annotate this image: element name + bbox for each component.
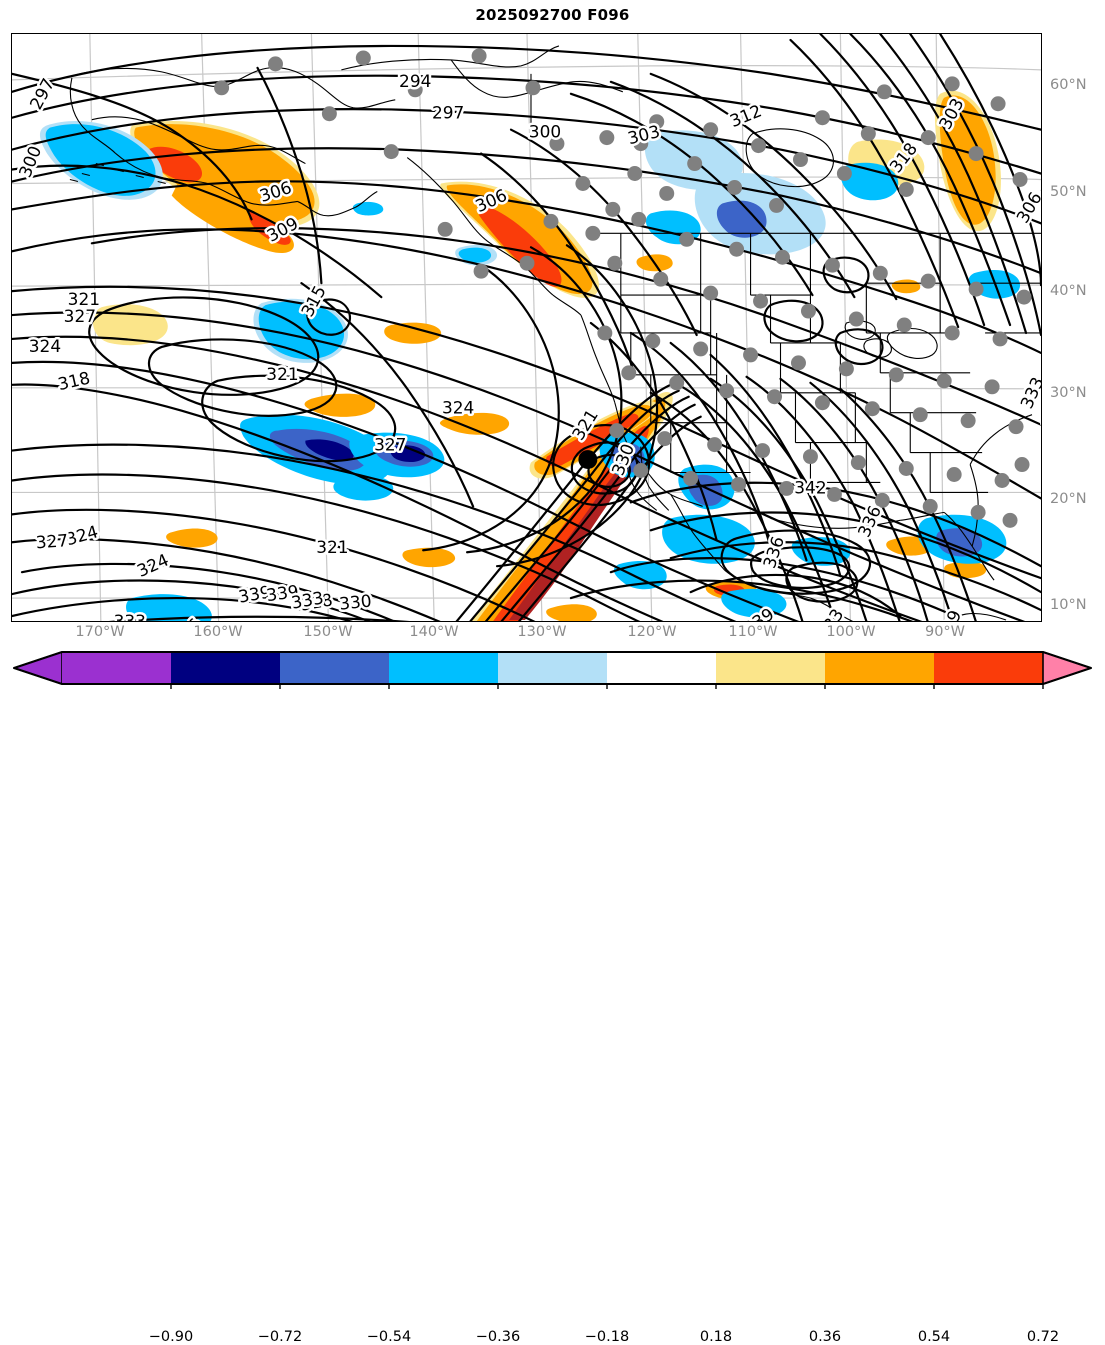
svg-text:324: 324 <box>442 398 474 418</box>
contour-label: 294 <box>399 71 431 91</box>
contour-label: 333 <box>114 611 146 621</box>
contour-label: 336 <box>854 503 885 541</box>
contour-label: 324 <box>134 549 172 580</box>
lon-tick-label: 120°W <box>627 624 677 640</box>
lon-tick-label: 90°W <box>924 624 966 640</box>
contour-label: 339 <box>602 619 634 621</box>
lon-tick-label: 150°W <box>303 624 353 640</box>
contour-label: 327 <box>64 306 96 326</box>
colorbar-over-arrow <box>1042 651 1092 685</box>
colorbar-segment <box>934 652 1044 684</box>
contour-label: 342 <box>794 477 826 497</box>
lon-tick-label: 110°W <box>728 624 778 640</box>
contour-label: 336 <box>170 614 206 621</box>
contour-label: 321 <box>266 364 298 384</box>
svg-text:339: 339 <box>602 619 634 621</box>
colorbar-tick-label: −0.18 <box>584 1329 630 1345</box>
svg-text:321: 321 <box>68 289 100 309</box>
colorbar[interactable]: −0.90 −0.72 −0.54 −0.36 −0.18 0.18 0.36 0.54 0.7… <box>0 648 1105 1344</box>
colorbar-ticks <box>170 684 1044 689</box>
colorbar-tick-label: −0.54 <box>366 1329 412 1345</box>
svg-text:324: 324 <box>29 336 61 356</box>
lat-tick-label: 60°N <box>1050 77 1087 93</box>
contour-label: 333 <box>1016 374 1041 412</box>
colorbar-segment <box>716 652 826 684</box>
lon-tick-label: 100°W <box>826 624 876 640</box>
svg-text:327: 327 <box>64 306 96 326</box>
svg-text:333: 333 <box>114 611 146 621</box>
colorbar-tick-label: 0.72 <box>1026 1329 1060 1345</box>
svg-text:336: 336 <box>170 614 206 621</box>
colorbar-segment <box>825 652 935 684</box>
lon-tick-label: 170°W <box>75 624 125 640</box>
colorbar-tick-label: −0.72 <box>257 1329 303 1345</box>
colorbar-segment <box>389 652 499 684</box>
contour-lines <box>12 34 1041 621</box>
colorbar-tick-label: 0.54 <box>917 1329 951 1345</box>
contour-label: 324 <box>64 521 101 549</box>
contour-label: 312 <box>727 100 765 131</box>
svg-text:321: 321 <box>316 537 348 557</box>
contour-label: 339 <box>265 581 300 605</box>
colorbar-canvas <box>13 651 1092 689</box>
contour-label: 324 <box>29 336 61 356</box>
lon-tick-label: 160°W <box>193 624 243 640</box>
contour-label: 324 <box>442 398 474 418</box>
colorbar-segment <box>607 652 717 684</box>
colorbar-segment <box>280 652 390 684</box>
colorbar-tick-label: −0.36 <box>475 1329 521 1345</box>
contour-label: 330 <box>338 590 372 613</box>
svg-text:327: 327 <box>35 530 69 552</box>
contour-label: 321 <box>68 289 100 309</box>
colorbar-segment <box>171 652 281 684</box>
contour-label: 297 <box>432 103 464 123</box>
svg-text:297: 297 <box>432 103 464 123</box>
page-title: 2025092700 F096 <box>475 6 630 24</box>
contour-label: 333 <box>813 605 847 621</box>
lat-tick-label: 10°N <box>1050 597 1087 613</box>
lat-tick-label: 20°N <box>1050 491 1087 507</box>
lon-tick-label: 130°W <box>517 624 567 640</box>
contour-label: 327 <box>35 530 69 552</box>
svg-text:321: 321 <box>266 364 298 384</box>
station-dots <box>214 48 1032 528</box>
svg-text:294: 294 <box>399 71 431 91</box>
svg-text:300: 300 <box>529 122 561 142</box>
contour-label: 321 <box>316 537 348 557</box>
colorbar-tick-label: 0.36 <box>808 1329 842 1345</box>
figure-root: 2025092700 F096 <box>0 6 1105 1344</box>
colorbar-segment <box>62 652 172 684</box>
colorbar-tick-label: 0.18 <box>699 1329 733 1345</box>
map-panel[interactable]: 297 297 300 300 294 294 297 297 300 300 303 303 312 3… <box>11 33 1042 622</box>
lat-tick-label: 40°N <box>1050 283 1087 299</box>
colorbar-tick-label: −0.90 <box>148 1329 194 1345</box>
contour-label: 327 <box>374 435 406 455</box>
colorbar-under-arrow <box>13 651 63 685</box>
colorbar-segments <box>13 651 1092 685</box>
lat-tick-label: 50°N <box>1050 184 1087 200</box>
svg-text:327: 327 <box>374 435 406 455</box>
contour-label: 300 <box>529 122 561 142</box>
colorbar-segment <box>498 652 608 684</box>
svg-text:342: 342 <box>794 477 826 497</box>
storm-center-marker <box>578 450 598 470</box>
lat-tick-label: 30°N <box>1050 385 1087 401</box>
lon-tick-label: 140°W <box>409 624 459 640</box>
